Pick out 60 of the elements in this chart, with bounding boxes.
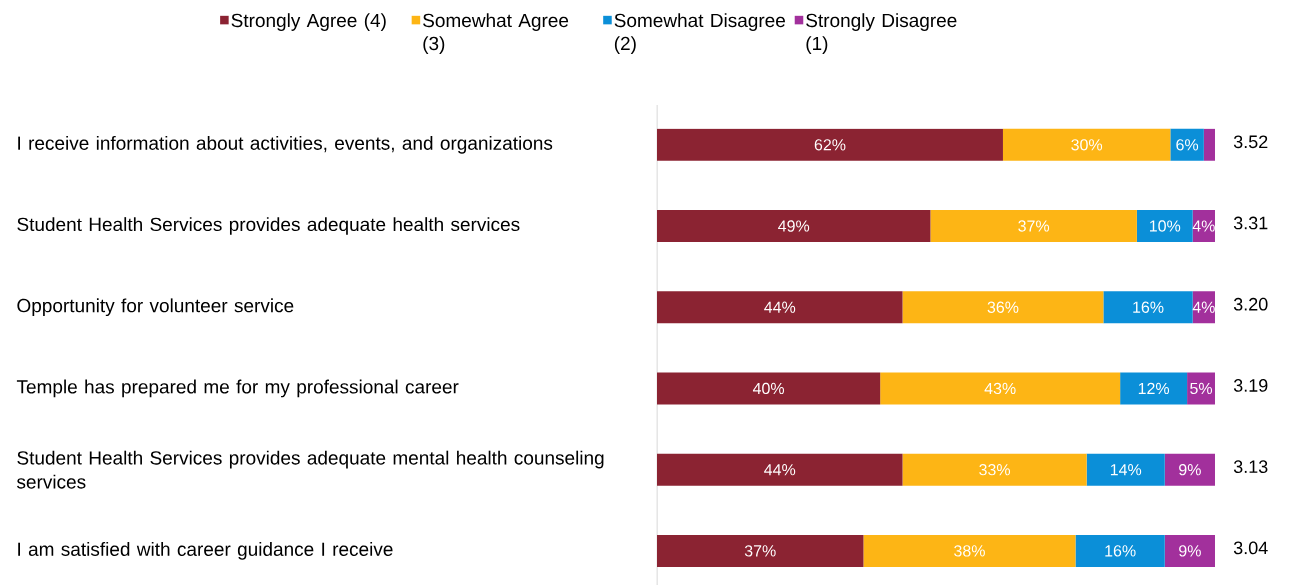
- bar: [1164, 453, 1215, 486]
- data-label: 16%: [1133, 301, 1164, 313]
- y-tick-label: I am satisfied with career guidance I receive: [18, 542, 393, 560]
- text: 3.04: [1233, 541, 1268, 555]
- legend-label: Strongly Disagree (1): [806, 13, 957, 54]
- data-label: 49%: [778, 220, 810, 232]
- data-label: 30%: [1071, 139, 1103, 151]
- bar: [902, 453, 1087, 486]
- data-label: 16%: [1105, 545, 1136, 557]
- bar: [657, 372, 881, 405]
- data-label: 43%: [984, 382, 1016, 395]
- legend-label: Somewhat Disagree (2): [614, 13, 785, 54]
- bar: [657, 453, 903, 486]
- bar: [863, 534, 1076, 567]
- bar: [1103, 291, 1193, 324]
- data-label: 4%: [1192, 220, 1215, 232]
- legend-label: Somewhat Agree (3): [423, 13, 569, 54]
- bar: [902, 291, 1104, 324]
- data-label: 10%: [1150, 220, 1181, 232]
- data-label: 33%: [979, 464, 1011, 476]
- bar: [1120, 372, 1188, 405]
- text: 3.31: [1233, 216, 1268, 230]
- y-tick-label: Student Health Services provides adequate mental health counseling services: [17, 450, 604, 489]
- legend-label: Strongly Agree (4): [231, 13, 386, 31]
- bar: [657, 534, 864, 567]
- data-label: 36%: [987, 301, 1019, 313]
- data-label: 14%: [1110, 464, 1142, 476]
- y-tick-label: Student Health Services provides adequate health services: [17, 217, 520, 235]
- data-label: 9%: [1179, 464, 1201, 476]
- data-label: 12%: [1138, 382, 1170, 395]
- bar: [1164, 534, 1215, 567]
- bar: [930, 210, 1137, 243]
- data-label: 62%: [814, 139, 846, 151]
- bar: [657, 210, 931, 243]
- y-tick-label: Temple has prepared me for my professional career: [16, 379, 459, 398]
- data-label: 6%: [1176, 139, 1199, 151]
- data-label: 4%: [1192, 301, 1215, 313]
- text: 3.19: [1233, 379, 1268, 392]
- y-tick-label: Opportunity for volunteer service: [17, 298, 294, 317]
- bar: [657, 291, 903, 324]
- data-label: 44%: [764, 464, 796, 476]
- bar: [880, 372, 1121, 405]
- y-tick-label: I receive information about activities, events, and organizations: [18, 135, 553, 154]
- data-label: 40%: [752, 382, 785, 395]
- bar: [1170, 128, 1204, 161]
- data-label: 37%: [1018, 220, 1050, 232]
- bar: [1002, 128, 1171, 161]
- data-label: 44%: [764, 301, 796, 313]
- bar: [1203, 128, 1215, 161]
- text: 3.20: [1233, 297, 1268, 311]
- data-label: 37%: [744, 545, 776, 557]
- data-label: 5%: [1190, 382, 1213, 395]
- bar: [1075, 534, 1165, 567]
- bar: [657, 128, 1003, 161]
- text: 3.52: [1233, 135, 1268, 149]
- data-label: 38%: [954, 545, 985, 557]
- text: 3.13: [1233, 460, 1268, 474]
- data-label: 9%: [1179, 545, 1201, 557]
- bar: [1086, 453, 1165, 486]
- bar: [1136, 210, 1193, 243]
